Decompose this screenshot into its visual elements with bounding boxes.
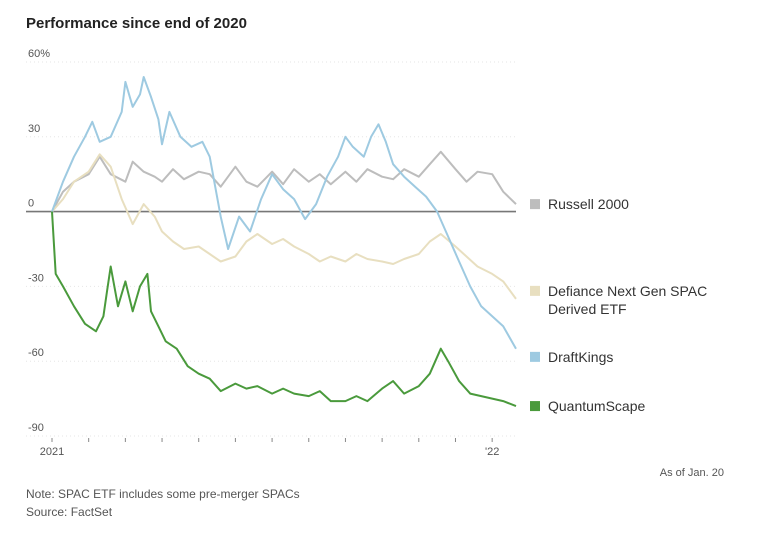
x-tick-label: '22 xyxy=(485,446,499,458)
y-tick-label: 0 xyxy=(28,198,34,210)
legend-label: Russell 2000 xyxy=(548,196,629,212)
legend: Russell 2000 Defiance Next Gen SPAC Derive… xyxy=(530,196,707,414)
legend-label: QuantumScape xyxy=(548,398,645,414)
y-axis-ticks: 60% 30 0 -30 -60 -90 xyxy=(28,48,50,434)
legend-label: DraftKings xyxy=(548,349,613,365)
y-tick-label: -60 xyxy=(28,347,44,359)
y-tick-label: -90 xyxy=(28,422,44,434)
footnote: Note: SPAC ETF includes some pre-merger … xyxy=(26,485,300,521)
y-tick-label: 30 xyxy=(28,123,40,135)
legend-label: Defiance Next Gen SPAC xyxy=(548,283,707,299)
series-lines xyxy=(51,76,517,408)
note-text: Note: SPAC ETF includes some pre-merger … xyxy=(26,487,300,501)
y-tick-label: 60% xyxy=(28,48,50,60)
x-axis: 2021 '22 xyxy=(40,438,499,458)
source-text: Source: FactSet xyxy=(26,505,113,519)
legend-swatch xyxy=(530,199,540,210)
grid-lines xyxy=(26,61,516,437)
series-line-defiance-next-gen-spac-derived-etf xyxy=(51,153,517,300)
series-line-russell-2000 xyxy=(51,150,517,213)
legend-label: Derived ETF xyxy=(548,301,627,317)
series-line-draftkings xyxy=(51,76,517,350)
x-tick-label: 2021 xyxy=(40,446,64,458)
as-of-date: As of Jan. 20 xyxy=(659,467,724,479)
chart-title: Performance since end of 2020 xyxy=(26,15,247,32)
series-line-quantumscape xyxy=(51,211,517,408)
y-tick-label: -30 xyxy=(28,272,44,284)
legend-swatch xyxy=(530,285,540,296)
legend-swatch xyxy=(530,351,540,362)
legend-swatch xyxy=(530,401,540,412)
